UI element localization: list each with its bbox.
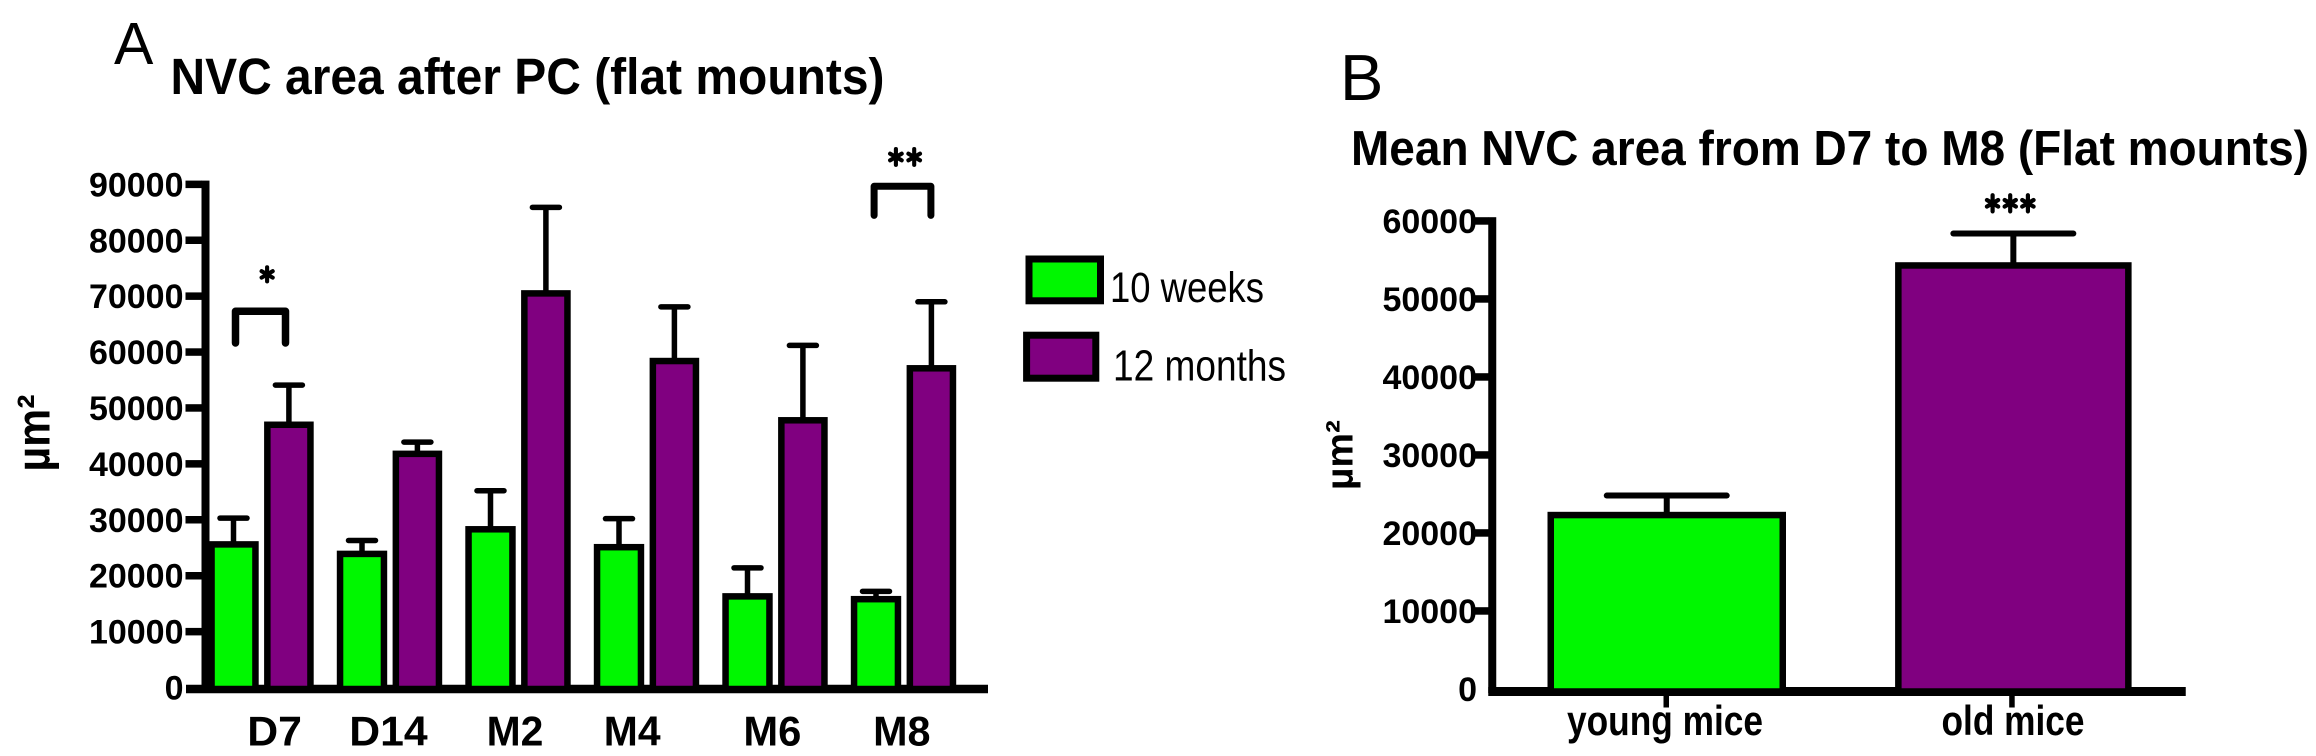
svg-text:0: 0 (1458, 671, 1477, 709)
svg-text:µm²: µm² (1320, 420, 1362, 490)
svg-text:D7: D7 (247, 708, 302, 755)
svg-text:M8: M8 (873, 708, 930, 755)
svg-text:B: B (1340, 41, 1383, 114)
svg-text:60000: 60000 (1382, 203, 1477, 241)
svg-text:80000: 80000 (89, 222, 184, 260)
svg-text:M6: M6 (743, 708, 801, 755)
svg-text:20000: 20000 (1382, 515, 1477, 553)
svg-text:M4: M4 (604, 708, 661, 755)
svg-text:0: 0 (165, 670, 184, 708)
svg-text:Mean NVC area from D7 to M8 (F: Mean NVC area from D7 to M8 (Flat mounts… (1351, 122, 2309, 176)
svg-text:70000: 70000 (89, 278, 184, 316)
svg-text:40000: 40000 (1382, 359, 1477, 397)
svg-text:A: A (114, 11, 154, 77)
svg-text:old mice: old mice (1942, 697, 2085, 744)
svg-text:µm²: µm² (8, 395, 60, 472)
svg-text:30000: 30000 (89, 502, 184, 540)
svg-text:60000: 60000 (89, 334, 184, 372)
svg-text:NVC area after PC (flat mounts: NVC area after PC (flat mounts) (171, 48, 885, 105)
svg-text:10000: 10000 (89, 614, 184, 652)
svg-text:D14: D14 (349, 708, 428, 755)
svg-text:10 weeks: 10 weeks (1110, 264, 1264, 312)
svg-text:40000: 40000 (89, 446, 184, 484)
svg-text:50000: 50000 (1382, 281, 1477, 319)
svg-text:50000: 50000 (89, 390, 184, 428)
svg-text:young mice: young mice (1567, 697, 1763, 744)
svg-text:30000: 30000 (1382, 437, 1477, 475)
svg-text:90000: 90000 (89, 166, 184, 204)
svg-text:12 months: 12 months (1113, 342, 1286, 391)
svg-text:M2: M2 (487, 708, 544, 755)
svg-text:20000: 20000 (89, 558, 184, 596)
svg-text:10000: 10000 (1382, 593, 1477, 631)
